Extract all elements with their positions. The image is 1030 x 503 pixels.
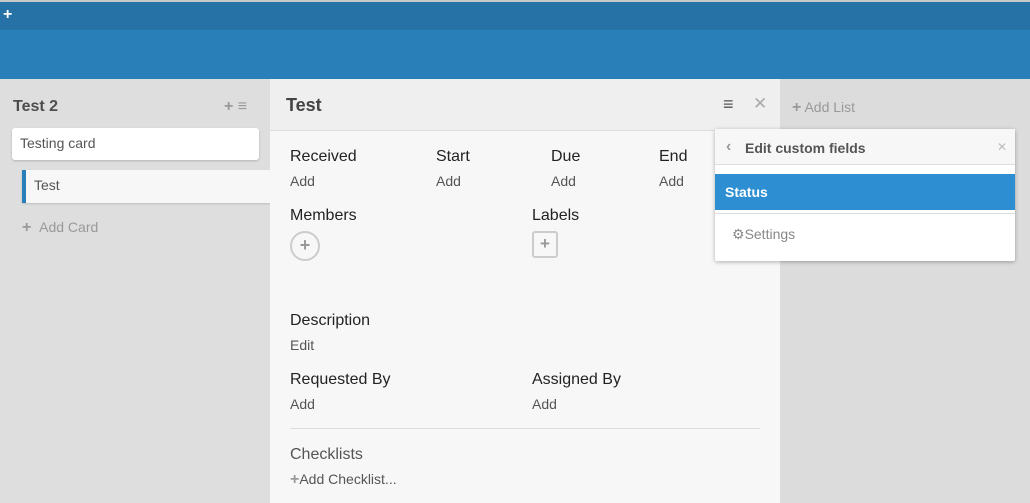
end-add[interactable]: Add [659,173,684,189]
divider [290,428,760,429]
plus-icon: + [22,219,32,236]
requested-by-add[interactable]: Add [290,396,315,412]
add-checklist-button[interactable]: +Add Checklist... [290,471,397,489]
settings-label: Settings [744,226,796,242]
top-border [0,0,1030,2]
add-checklist-label: Add Checklist... [299,471,397,487]
add-label-plus-icon[interactable]: + [532,231,558,258]
assigned-by-add[interactable]: Add [532,396,557,412]
plus-icon: + [290,471,300,488]
members-label: Members [290,207,357,224]
due-label: Due [551,148,581,165]
card-detail-header: Test ≡ ✕ [270,79,780,131]
add-member-plus-icon[interactable]: + [290,231,320,261]
checklists-label: Checklists [290,446,363,463]
card-test[interactable]: Test [22,170,270,203]
start-add[interactable]: Add [436,173,461,189]
description-label: Description [290,312,371,329]
add-card-button[interactable]: + Add Card [22,219,98,237]
card-testing-card[interactable]: Testing card [12,128,259,160]
gear-icon: ⚙ [732,226,745,242]
plus-icon[interactable]: + [3,6,13,23]
custom-field-status[interactable]: Status [715,174,1015,210]
add-list-label: Add List [804,99,856,115]
list-test-2: Test 2 + ≡ Testing card Test + Add Card [0,79,270,503]
card-detail-panel: Test ≡ ✕ Received Add Start Add Due Add … [270,79,780,503]
popup-header: ‹ Edit custom fields ✕ [715,129,1015,165]
top-bar: + [0,2,1030,30]
hamburger-menu-icon[interactable]: ≡ [237,98,248,115]
add-card-label: Add Card [39,219,99,235]
start-label: Start [436,148,470,165]
hamburger-menu-icon[interactable]: ≡ [723,94,734,114]
edit-custom-fields-popup: ‹ Edit custom fields ✕ Status ⚙Settings [715,129,1015,261]
card-title[interactable]: Test [286,95,322,115]
close-icon[interactable]: ✕ [997,140,1008,154]
chevron-left-icon[interactable]: ‹ [726,138,732,155]
popup-title: Edit custom fields [745,140,866,156]
due-add[interactable]: Add [551,173,576,189]
plus-icon: + [792,99,802,116]
board-header [0,30,1030,79]
assigned-by-label: Assigned By [532,371,621,388]
list-title[interactable]: Test 2 [13,98,59,115]
end-label: End [659,148,688,165]
settings-button[interactable]: ⚙Settings [732,226,795,243]
divider [715,213,1015,214]
add-list-button[interactable]: + Add List [792,99,855,117]
received-add[interactable]: Add [290,173,315,189]
close-icon[interactable]: ✕ [753,94,768,113]
requested-by-label: Requested By [290,371,391,388]
labels-label: Labels [532,207,580,224]
description-edit[interactable]: Edit [290,337,315,353]
plus-icon[interactable]: + [224,98,234,115]
received-label: Received [290,148,357,165]
